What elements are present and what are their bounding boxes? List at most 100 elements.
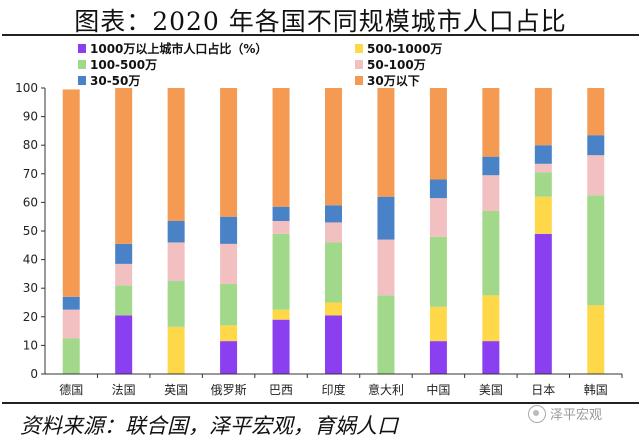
bar-segment <box>167 326 185 374</box>
y-tick-label: 50 <box>23 224 38 238</box>
x-tick-label: 巴西 <box>269 383 293 397</box>
bar-segment <box>220 283 238 326</box>
chart-title: 图表：2020 年各国不同规模城市人口占比 <box>74 7 567 36</box>
legend-swatch <box>78 44 86 53</box>
bar-segment <box>167 88 185 221</box>
bar-segment <box>115 243 133 264</box>
bar-segment <box>482 295 500 342</box>
legend: 1000万以上城市人口占比（%） 500-1000万 100-500万 50-100万… <box>78 41 442 88</box>
bar-segment <box>534 145 552 164</box>
bar-segment <box>534 172 552 197</box>
bar-segment <box>325 205 342 223</box>
bar-segment <box>325 222 342 243</box>
bar-segment <box>429 236 447 307</box>
watermark-text: 泽平宏观 <box>550 408 603 423</box>
x-tick-label: 印度 <box>321 382 345 397</box>
title-rule <box>2 34 639 36</box>
bar-segment <box>482 175 500 211</box>
wechat-logo-icon <box>528 404 546 423</box>
stacked-bar-chart: 0 10 20 30 40 50 60 70 80 90 100 德国 法国 英国 俄罗斯 巴西 印度 意大利 中国… <box>15 41 623 397</box>
x-tick-label: 英国 <box>164 383 188 397</box>
y-tick-label: 70 <box>23 167 38 181</box>
bar-segment <box>62 89 80 297</box>
x-tick-label: 韩国 <box>584 382 608 397</box>
x-tick-label: 美国 <box>479 383 503 397</box>
bar-segment <box>587 88 605 136</box>
bar-segment <box>272 220 290 234</box>
bar-segment <box>587 195 605 306</box>
bar-segment <box>272 206 290 221</box>
y-tick-label: 80 <box>23 138 38 152</box>
legend-label: 30-50万 <box>90 74 140 88</box>
y-tick-label: 60 <box>23 195 38 209</box>
bar-segment <box>115 315 133 374</box>
x-tick-label: 俄罗斯 <box>211 383 247 397</box>
bar-segment <box>429 341 447 374</box>
bar-segment <box>167 242 185 282</box>
bars <box>62 88 605 374</box>
watermark: 泽平宏观 <box>528 404 602 423</box>
legend-swatch <box>355 76 363 85</box>
bar-segment <box>115 263 133 286</box>
bar-segment <box>429 179 447 199</box>
bar-segment <box>429 88 447 180</box>
legend-label: 30万以下 <box>367 74 420 88</box>
y-tick-label: 20 <box>23 310 38 324</box>
bar-segment <box>167 220 185 243</box>
x-tick-label: 德国 <box>59 382 83 397</box>
bar-segment <box>220 88 238 217</box>
legend-swatch <box>78 60 86 69</box>
bar-segment <box>62 338 80 374</box>
legend-swatch <box>78 76 86 85</box>
bar-segment <box>115 285 133 316</box>
legend-label: 50-100万 <box>367 58 426 72</box>
bar-segment <box>534 88 552 146</box>
bar-segment <box>482 210 500 296</box>
bar-segment <box>482 341 500 374</box>
bar-segment <box>587 305 605 374</box>
bar-segment <box>115 88 133 244</box>
bar-segment <box>272 309 290 320</box>
bar-segment <box>377 196 395 240</box>
bar-segment <box>482 156 500 176</box>
bar-segment <box>325 302 342 316</box>
bar-segment <box>272 88 290 207</box>
bar-segment <box>220 325 238 342</box>
bar-segment <box>167 281 185 327</box>
y-tick-label: 40 <box>23 253 38 267</box>
x-tick-label: 中国 <box>426 382 450 397</box>
bar-segment <box>220 216 238 244</box>
legend-swatch <box>355 60 363 69</box>
bar-segment <box>377 88 395 197</box>
bar-segment <box>534 163 552 173</box>
bar-segment <box>62 296 80 310</box>
bar-segment <box>482 88 500 157</box>
bar-segment <box>325 88 342 206</box>
bar-segment <box>429 306 447 342</box>
axes: 0 10 20 30 40 50 60 70 80 90 100 德国 法国 英国 俄罗斯 巴西 印度 意大利 中国… <box>15 81 623 397</box>
y-tick-label: 90 <box>23 110 38 124</box>
source-note: 资料来源：联合国，泽平宏观，育娲人口 <box>20 414 398 438</box>
y-tick-label: 0 <box>30 367 38 381</box>
bar-segment <box>272 319 290 374</box>
bar-segment <box>377 239 395 296</box>
bar-segment <box>429 198 447 237</box>
bar-segment <box>534 196 552 234</box>
legend-label: 500-1000万 <box>367 42 442 56</box>
bar-segment <box>587 135 605 156</box>
y-tick-label: 30 <box>23 281 38 295</box>
legend-label: 1000万以上城市人口占比（%） <box>90 41 267 56</box>
bar-segment <box>272 233 290 310</box>
bar-segment <box>377 295 395 374</box>
legend-swatch <box>355 44 363 53</box>
legend-label: 100-500万 <box>90 58 157 72</box>
bar-segment <box>325 242 342 303</box>
x-tick-label: 意大利 <box>368 382 404 397</box>
y-tick-label: 100 <box>15 81 38 95</box>
y-tick-label: 10 <box>23 338 38 352</box>
bar-segment <box>587 155 605 196</box>
bar-segment <box>325 315 342 374</box>
bar-segment <box>62 309 80 339</box>
bar-segment <box>220 243 238 284</box>
source-rule <box>2 402 639 404</box>
